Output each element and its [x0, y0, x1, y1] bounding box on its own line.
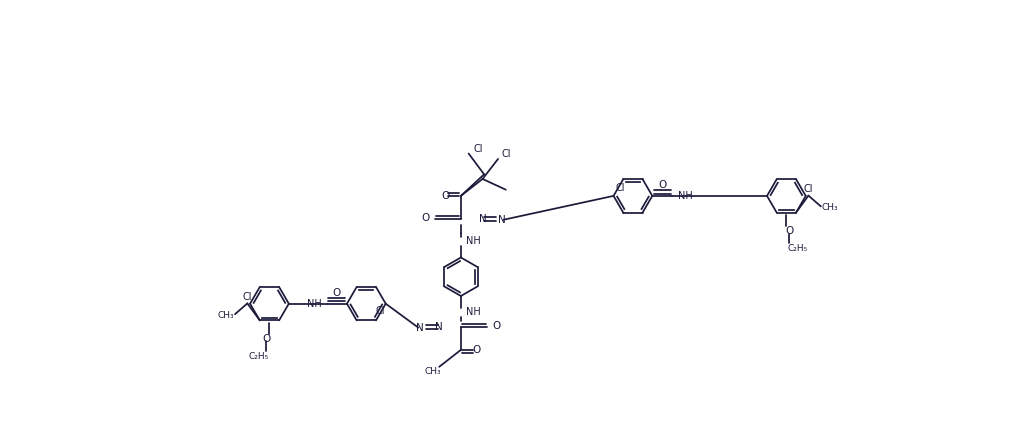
Text: CH₃: CH₃ [425, 367, 441, 376]
Text: Cl: Cl [501, 149, 510, 159]
Text: CH₃: CH₃ [822, 204, 838, 213]
Text: O: O [659, 180, 667, 190]
Text: N: N [498, 215, 505, 225]
Text: Cl: Cl [616, 184, 625, 193]
Text: Cl: Cl [376, 306, 385, 316]
Text: C₂H₅: C₂H₅ [787, 244, 808, 253]
Text: CH₃: CH₃ [217, 311, 234, 320]
Text: N: N [435, 322, 443, 332]
Text: O: O [421, 213, 430, 223]
Text: Cl: Cl [804, 184, 813, 194]
Text: NH: NH [678, 191, 692, 201]
Text: O: O [785, 226, 793, 236]
Text: O: O [492, 321, 500, 331]
Text: Cl: Cl [473, 144, 483, 154]
Text: C₂H₅: C₂H₅ [248, 351, 269, 360]
Text: NH: NH [467, 307, 481, 317]
Text: NH: NH [467, 236, 481, 246]
Text: N: N [416, 322, 424, 333]
Text: Cl: Cl [243, 292, 252, 302]
Text: O: O [473, 345, 481, 355]
Text: O: O [333, 288, 341, 298]
Text: N: N [479, 214, 486, 224]
Text: NH: NH [306, 299, 322, 309]
Text: O: O [262, 334, 271, 344]
Text: O: O [441, 191, 449, 201]
